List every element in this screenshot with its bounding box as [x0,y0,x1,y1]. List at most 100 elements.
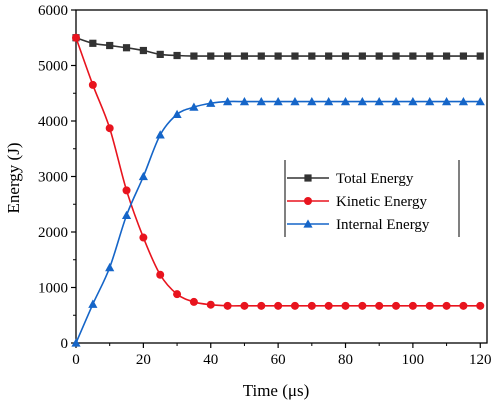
data-point [358,52,366,60]
data-point [458,96,469,106]
data-point [240,52,249,60]
data-point [425,301,434,310]
legend-label: Kinetic Energy [336,194,427,210]
data-point [341,301,350,310]
x-axis-title: Time (μs) [243,381,310,400]
data-point [324,301,333,310]
data-point [223,52,232,60]
data-point [206,300,215,309]
data-point [291,52,299,60]
series-internal-energy [71,96,485,347]
data-point [476,52,484,60]
data-point [459,301,468,310]
data-point [189,297,198,306]
data-point [173,51,181,60]
data-point [240,301,249,310]
data-point [391,96,401,106]
data-point [441,96,452,106]
legend-marker [303,219,313,228]
tick-marks: 0 20 40 60 80 100 120 0 1000 2000 3000 4000 5000 6000 [38,3,491,368]
data-point [257,301,266,310]
data-point [105,124,114,133]
legend-label: Internal Energy [336,217,430,233]
data-point [273,96,283,106]
legend-label: Total Energy [336,171,414,187]
data-point [357,96,367,106]
series-line [75,37,481,307]
data-point [222,96,233,106]
legend-item-kinetic-energy: Kinetic Energy [287,194,427,210]
data-point [256,96,266,106]
data-point [89,39,97,47]
y-tick-label-2000: 2000 [38,225,68,241]
data-point [308,52,316,60]
data-point [475,96,485,106]
data-point [88,299,98,308]
data-point [274,52,282,60]
data-point [442,301,451,310]
data-point [290,301,299,310]
legend-marker [304,197,312,205]
data-point [476,301,485,310]
data-point [375,301,384,310]
data-point [122,44,131,52]
series-kinetic-energy [72,33,485,310]
data-point [290,96,300,106]
data-point [239,96,250,106]
data-point [189,102,199,111]
y-tick-label-1000: 1000 [38,281,68,297]
data-point [139,233,148,242]
plot-frame [75,9,488,344]
data-point [307,301,316,310]
series-group [71,33,485,347]
data-point [156,270,165,279]
data-point [122,186,131,195]
data-point [340,96,351,106]
y-tick-label-6000: 6000 [38,3,68,19]
x-tick-label-0: 0 [72,352,80,368]
data-point [408,301,417,310]
data-point [307,96,317,106]
x-tick-label-100: 100 [402,352,425,368]
data-point [325,52,333,60]
data-point [155,130,165,139]
data-point [72,33,80,42]
data-point [408,96,418,106]
data-point [207,52,215,60]
data-point [442,52,451,60]
x-tick-label-120: 120 [469,352,491,368]
data-point [156,50,164,58]
x-tick-label-20: 20 [136,352,151,368]
y-axis-title: Energy (J) [4,143,23,214]
data-point [426,52,434,60]
data-point [257,52,265,60]
data-point [425,96,435,106]
data-point [392,52,400,60]
legend-marker [304,174,312,182]
series-total-energy [72,34,484,60]
data-point [206,98,216,107]
data-point [459,52,468,60]
data-point [409,52,417,60]
data-point [106,41,114,50]
legend-item-total-energy: Total Energy [287,171,414,187]
data-point [139,46,147,55]
data-point [173,290,182,299]
y-tick-label-3000: 3000 [38,170,68,186]
data-point [121,210,132,220]
data-point [138,171,148,181]
data-point [341,52,350,60]
data-point [324,96,334,106]
x-tick-label-80: 80 [338,352,353,368]
x-tick-label-60: 60 [271,352,286,368]
data-point [172,109,182,119]
data-point [105,262,115,272]
data-point [190,52,198,60]
y-tick-label-0: 0 [61,336,69,352]
data-point [392,301,401,310]
data-point [274,301,283,310]
data-point [223,301,232,310]
axes [75,9,488,344]
y-tick-label-5000: 5000 [38,59,68,75]
